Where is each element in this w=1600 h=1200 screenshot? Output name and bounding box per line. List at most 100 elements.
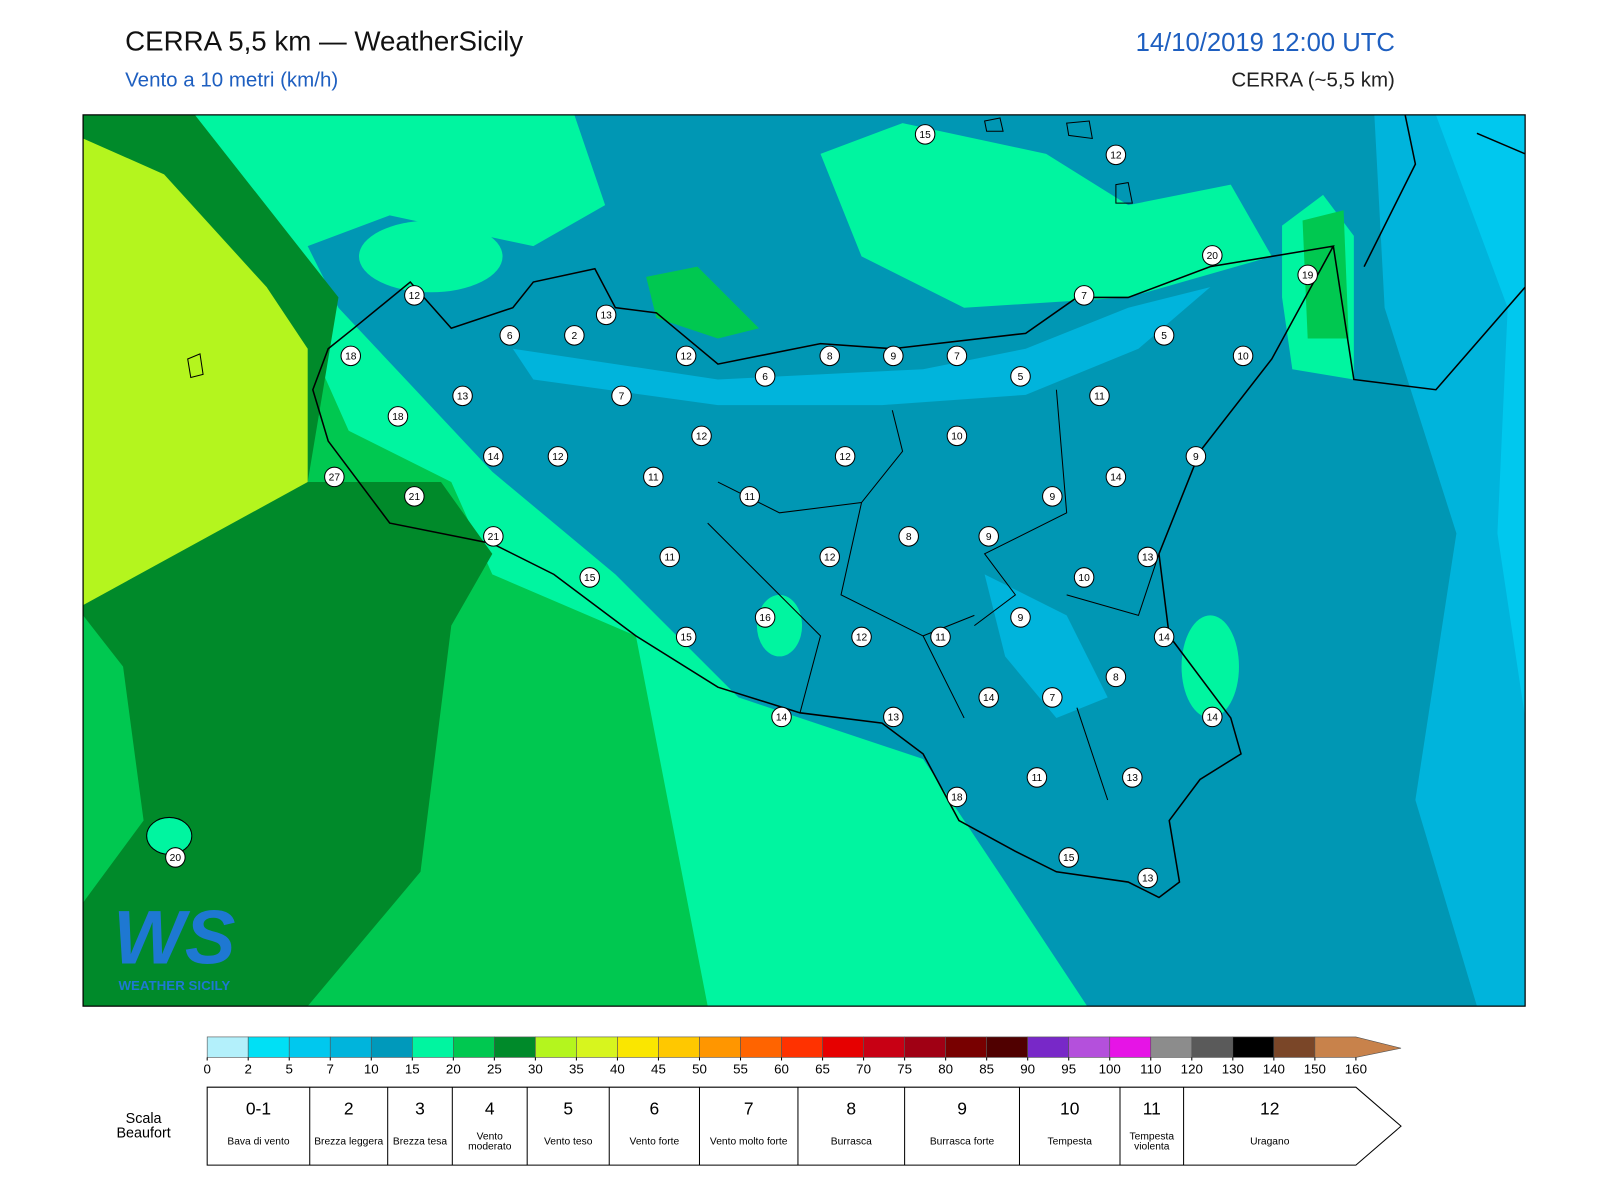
station-value: 27 — [329, 473, 341, 484]
station-value: 12 — [856, 633, 868, 644]
station-marker — [452, 385, 473, 407]
station-marker — [754, 366, 776, 387]
beaufort-name: Burrasca forte — [929, 1136, 995, 1148]
station-value: 15 — [1063, 853, 1075, 864]
station-value: 14 — [983, 693, 995, 704]
station-marker — [1137, 546, 1158, 568]
station-marker — [387, 406, 409, 427]
color-segment — [945, 1036, 987, 1058]
station-marker — [483, 526, 504, 547]
beaufort-name-box: Vento molto forte — [710, 1137, 788, 1147]
color-segment — [1150, 1036, 1193, 1058]
beaufort-title-box: Scala Beaufort — [116, 1111, 170, 1140]
station-value: 13 — [457, 392, 469, 403]
colorbar-tick-label: 95 — [1061, 1061, 1076, 1076]
field-cyan — [512, 287, 1211, 406]
beaufort-force: 7 — [744, 1098, 754, 1118]
station-value: 13 — [1127, 773, 1139, 784]
station-value: 14 — [1207, 713, 1219, 724]
station-value: 10 — [1237, 352, 1249, 363]
colorbar-tick-label: 5 — [286, 1061, 293, 1076]
station-marker — [579, 567, 600, 588]
station-value: 20 — [170, 853, 182, 864]
colorbar-tick-label: 7 — [327, 1061, 334, 1076]
station-marker — [643, 466, 664, 488]
station-marker — [1105, 144, 1127, 166]
datetime: 14/10/2019 12:00 UTC — [1136, 29, 1395, 57]
egadi-island — [187, 353, 204, 379]
beaufort-force: 5 — [563, 1098, 573, 1118]
station-value: 8 — [827, 352, 833, 363]
station-marker — [659, 546, 680, 568]
beaufort-force: 10 — [1060, 1098, 1080, 1118]
beaufort-name-box: Bava di vento — [227, 1137, 289, 1147]
station-value: 11 — [664, 553, 675, 564]
colorbar-tick-label: 15 — [405, 1061, 420, 1076]
color-segment — [986, 1036, 1028, 1058]
beaufort-force: 2 — [344, 1098, 354, 1118]
color-segment — [247, 1036, 290, 1058]
color-segment — [288, 1036, 331, 1058]
station-marker — [946, 786, 968, 808]
beaufort-name: Brezza leggera — [314, 1136, 384, 1148]
beaufort-force: 8 — [846, 1098, 856, 1118]
station-marker — [675, 626, 697, 648]
station-marker — [1153, 325, 1175, 346]
station-marker — [851, 626, 872, 648]
field-cyan — [1374, 114, 1526, 1007]
color-segment — [1232, 1036, 1275, 1058]
station-marker — [595, 304, 617, 326]
station-value: 6 — [762, 372, 768, 383]
station-marker — [946, 425, 968, 447]
subtitle: Vento a 10 metri (km/h) — [125, 68, 338, 91]
colorbar-tick-label: 150 — [1304, 1061, 1326, 1076]
colorbar-tick-label: 25 — [487, 1061, 502, 1076]
color-segment — [863, 1036, 905, 1058]
beaufort-scale: Scala Beaufort 0-1 Bava di vento 2 Brezza le… — [116, 1086, 1402, 1166]
colorbar-tick-label: 65 — [815, 1061, 830, 1076]
station-marker — [1010, 607, 1031, 628]
station-marker — [883, 345, 904, 367]
color-segment — [494, 1036, 536, 1058]
station-marker — [739, 486, 760, 507]
station-marker — [1089, 385, 1110, 407]
station-marker — [978, 526, 999, 547]
station-marker — [324, 466, 345, 488]
color-segment — [1273, 1036, 1316, 1058]
beaufort-name-box: Vento forte — [630, 1137, 680, 1147]
colorbar-tick-label: 35 — [569, 1061, 584, 1076]
station-value: 12 — [696, 432, 708, 443]
field-light-green — [1181, 615, 1239, 718]
station-value: 2 — [572, 331, 578, 342]
beaufort-name-box: Tempesta — [1048, 1137, 1092, 1147]
station-value: 18 — [951, 793, 963, 804]
station-marker — [611, 385, 632, 407]
station-marker — [404, 486, 425, 507]
station-marker — [404, 285, 425, 306]
colorbar-tick-label: 40 — [610, 1061, 625, 1076]
station-marker — [834, 446, 856, 467]
station-value: 12 — [680, 352, 692, 363]
logo-mark: WS — [113, 896, 235, 981]
logo-name: WEATHER SICILY — [118, 978, 230, 993]
station-marker — [754, 607, 776, 628]
station-value: 12 — [1110, 151, 1122, 162]
colorbar-tick-label: 2 — [244, 1061, 251, 1076]
station-value: 9 — [1018, 613, 1024, 624]
station-value: 13 — [1142, 874, 1154, 885]
station-value: 9 — [986, 532, 992, 543]
colorbar-tick-label: 80 — [938, 1061, 953, 1076]
station-value: 13 — [1142, 553, 1154, 564]
station-marker — [914, 124, 936, 145]
station-value: 14 — [776, 713, 788, 724]
station-value: 11 — [648, 473, 659, 484]
station-value: 7 — [1081, 291, 1087, 302]
station-value: 20 — [1207, 251, 1219, 262]
color-segment — [822, 1036, 864, 1058]
station-value: 7 — [619, 392, 625, 403]
model-label: CERRA (~5,5 km) — [1231, 68, 1394, 91]
province-borders — [707, 389, 1160, 801]
station-marker — [1105, 666, 1127, 688]
colorbar-tick-label: 100 — [1099, 1061, 1121, 1076]
